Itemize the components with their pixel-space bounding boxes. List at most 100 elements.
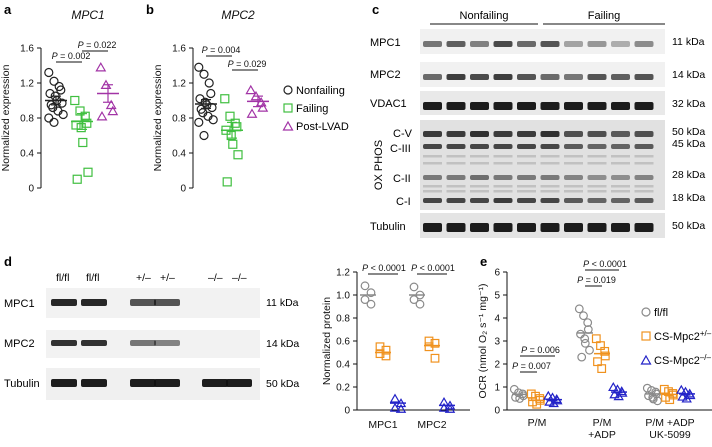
- blot-d-band: [51, 379, 77, 387]
- blot-d-band: [130, 379, 156, 387]
- blot-band-faint: [517, 155, 536, 158]
- chart-d-point: [424, 342, 434, 352]
- chart-b-point: [225, 111, 235, 121]
- blot-band: [446, 74, 466, 80]
- blot-band: [470, 102, 489, 110]
- kda-mpc1: 11 kDa: [672, 36, 705, 48]
- chart-a-ytick-label: 1.6: [20, 44, 34, 55]
- blot-band: [446, 131, 466, 137]
- chart-e-point: [600, 346, 610, 356]
- chart-b-point: [228, 139, 238, 149]
- blot-band-faint: [564, 162, 583, 165]
- blot-band-faint: [540, 162, 560, 165]
- blot-band: [564, 131, 583, 137]
- chart-b-ytick-label: 0: [180, 184, 186, 195]
- blot-band: [493, 198, 513, 203]
- blot-band: [470, 144, 489, 149]
- chart-e-point: [580, 338, 590, 348]
- chart-a-point: [107, 105, 119, 116]
- chart-d-ytick-label: 0.4: [336, 360, 350, 371]
- blot-d-band: [154, 299, 180, 306]
- blot-band: [493, 144, 513, 149]
- blot-band: [564, 74, 583, 80]
- blot-band: [564, 223, 583, 232]
- blot-band: [540, 198, 560, 203]
- row-d-mpc1: MPC1: [4, 298, 35, 310]
- legend-e: fl/fl CS-Mpc2+/– CS-Mpc2–/–: [640, 307, 712, 367]
- chart-b-ytick-label: 1.2: [172, 79, 186, 90]
- chart-a-ytick-label: 0.8: [20, 114, 34, 125]
- chart-a-ylabel: Normalized expression: [0, 64, 12, 171]
- chart-b-point: [220, 94, 230, 104]
- blot-d-band: [154, 379, 180, 387]
- blot-band-faint: [423, 190, 442, 193]
- chart-e-point: [648, 394, 658, 404]
- chart-b-point: [200, 97, 210, 107]
- chart-e-point: [511, 392, 520, 402]
- blot-band: [423, 175, 442, 180]
- chart-d-ytick-label: 0.2: [336, 383, 350, 394]
- blot-band: [470, 41, 489, 47]
- blot-band: [423, 198, 442, 203]
- genotype-lane-5: –/–: [208, 272, 223, 284]
- blot-band-faint: [470, 155, 489, 158]
- legend-het-marker: [641, 331, 651, 341]
- blot-band: [446, 198, 466, 203]
- panel-letter-e: e: [480, 254, 487, 269]
- blot-band: [423, 223, 442, 232]
- blot-band-faint: [611, 185, 630, 188]
- row-label-mpc2: MPC2: [370, 69, 401, 81]
- chart-e-xtick-label: P/M: [593, 417, 612, 429]
- chart-d-ylabel: Normalized protein: [321, 297, 333, 385]
- row-d-tubulin: Tubulin: [4, 378, 40, 390]
- legend-postlvad-label: Post-LVAD: [296, 121, 349, 133]
- row-label-vdac1: VDAC1: [370, 98, 407, 110]
- blot-band-faint: [423, 162, 442, 165]
- chart-d-point: [444, 403, 456, 413]
- chart-d-ytick-label: 1.2: [336, 268, 350, 279]
- chart-d-point: [395, 403, 407, 413]
- chart-a-point: [44, 67, 54, 78]
- chart-d-ytick-label: 0.6: [336, 337, 350, 348]
- chart-d-point: [366, 299, 376, 309]
- blot-band: [517, 223, 536, 232]
- blot-band: [564, 175, 583, 180]
- chart-e-point: [681, 393, 692, 403]
- chart-e-ytick-label: 5: [494, 291, 500, 302]
- chart-mpc1-expression: 0 0.4 0.8 1.2 1.6 Normalized expression MPC1 P …: [0, 8, 119, 195]
- group-nonfailing-label: Nonfailing: [460, 10, 509, 22]
- chart-e-point: [665, 395, 675, 405]
- chart-d-xtick-label: MPC2: [417, 419, 446, 431]
- legend-ko-label: CS-Mpc2–/–: [654, 353, 712, 367]
- blot-band: [470, 131, 489, 137]
- blot-band: [517, 41, 536, 47]
- blot-band: [493, 74, 513, 80]
- blot-band: [611, 198, 630, 203]
- chart-d-point: [430, 353, 440, 363]
- legend-ab: Nonfailing Failing Post-LVAD: [282, 85, 349, 133]
- blot-band: [634, 144, 654, 149]
- blot-band-faint: [423, 155, 442, 158]
- chart-e-point: [677, 391, 688, 401]
- chart-e-point: [680, 386, 691, 396]
- blot-band-faint: [634, 162, 654, 165]
- legend-nonfailing-marker: [283, 85, 293, 95]
- chart-d-point: [389, 402, 401, 412]
- chart-d-ytick-label: 0.8: [336, 314, 350, 325]
- blot-band-faint: [446, 162, 466, 165]
- blot-band-faint: [564, 185, 583, 188]
- blot-band: [540, 102, 560, 110]
- chart-a-title: MPC1: [71, 8, 104, 22]
- chart-a-ytick-label: 1.2: [20, 79, 34, 90]
- blot-band-faint: [493, 185, 513, 188]
- chart-a-point: [105, 99, 117, 110]
- chart-b-point: [222, 177, 232, 187]
- chart-d-point: [409, 282, 419, 292]
- kda-18: 18 kDa: [672, 192, 705, 204]
- chart-d-xtick-label: MPC1: [368, 419, 397, 431]
- blot-band-faint: [493, 162, 513, 165]
- blot-band: [517, 144, 536, 149]
- chart-e-xtick-label: UK-5099: [649, 429, 691, 441]
- blot-band-faint: [540, 190, 560, 193]
